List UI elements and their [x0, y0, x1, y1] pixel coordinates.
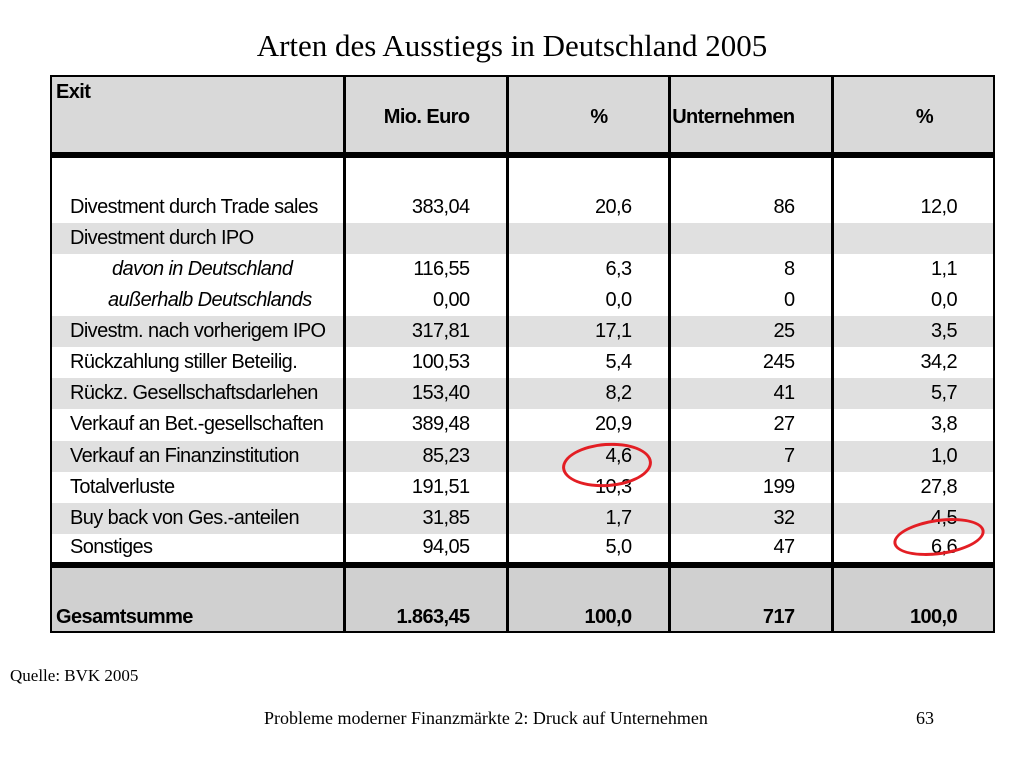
cell-percent-volume: 5,0 [507, 533, 671, 565]
cell-unternehmen: 41 [669, 378, 834, 410]
cell-percent-volume: 20,6 [507, 192, 671, 224]
cell-unternehmen: 199 [669, 471, 834, 503]
slide-title: Arten des Ausstiegs in Deutschland 2005 [256, 28, 768, 63]
table-row: Totalverluste 191,51 10,3 199 27,8 [52, 471, 993, 503]
row-label: Rückz. Gesellschaftsdarlehen [52, 378, 346, 410]
table-row: Sonstiges 94,05 5,0 47 6,6 [52, 533, 993, 565]
table-header-row: Exit Mio. Euro % Unternehmen % [52, 77, 993, 155]
exit-table: Exit Mio. Euro % Unternehmen % Divestmen… [50, 75, 995, 633]
row-label: Totalverluste [52, 471, 346, 503]
row-label: Verkauf an Bet.-gesellschaften [52, 409, 346, 441]
row-label: Divestm. nach vorherigem IPO [52, 316, 346, 348]
total-label: Gesamtsumme [52, 564, 346, 631]
cell-mio-euro: 153,40 [344, 378, 509, 410]
cell-mio-euro: 0,00 [344, 285, 509, 317]
cell-percent-companies: 4,5 [930, 506, 958, 529]
header-exit: Exit [52, 77, 346, 155]
cell-percent-volume: 17,1 [507, 316, 671, 348]
cell-mio-euro: 116,55 [344, 254, 509, 286]
cell-mio-euro: 383,04 [344, 192, 509, 224]
cell-unternehmen: 25 [669, 316, 834, 348]
footer-text: Probleme moderner Finanzmärkte 2: Druck … [264, 708, 708, 728]
row-label: Verkauf an Finanzinstitution [52, 440, 346, 472]
cell-percent-companies: 12,0 [920, 196, 957, 219]
header-mio-euro: Mio. Euro [344, 77, 509, 155]
total-mio-euro: 1.863,45 [344, 564, 509, 631]
row-label: Divestment durch Trade sales [52, 192, 346, 224]
table-row: Divestm. nach vorherigem IPO 317,81 17,1… [52, 316, 993, 348]
table-spacer-row [52, 155, 993, 193]
cell-unternehmen: 86 [669, 192, 834, 224]
cell-unternehmen: 32 [669, 502, 834, 534]
cell-percent-volume: 10,3 [507, 471, 671, 503]
cell-percent-volume: 5,4 [507, 347, 671, 379]
source-note: Quelle: BVK 2005 [10, 666, 139, 685]
cell-unternehmen: 47 [669, 533, 834, 565]
cell-unternehmen: 7 [669, 440, 834, 472]
cell-percent-volume: 0,0 [507, 285, 671, 317]
header-unternehmen: Unternehmen [669, 77, 834, 155]
total-unternehmen: 717 [669, 564, 834, 631]
cell-unternehmen: 245 [669, 347, 834, 379]
row-label: Rückzahlung stiller Beteilig. [52, 347, 346, 379]
cell-mio-euro: 317,81 [344, 316, 509, 348]
cell-percent-companies [832, 223, 993, 254]
cell-percent-volume [507, 223, 671, 255]
cell-percent-companies: 27,8 [920, 475, 957, 498]
page-number: 63 [916, 708, 934, 728]
cell-mio-euro: 100,53 [344, 347, 509, 379]
cell-unternehmen: 8 [669, 254, 834, 286]
cell-unternehmen: 0 [669, 285, 834, 317]
cell-mio-euro: 389,48 [344, 409, 509, 441]
total-percent-volume: 100,0 [507, 564, 671, 631]
header-percent-volume: % [507, 77, 671, 155]
cell-percent-companies: 3,8 [930, 413, 958, 436]
row-label: Divestment durch IPO [52, 223, 346, 255]
row-label: Sonstiges [52, 533, 346, 565]
cell-mio-euro: 191,51 [344, 471, 509, 503]
row-label: Buy back von Ges.-anteilen [52, 502, 346, 534]
cell-percent-volume: 8,2 [507, 378, 671, 410]
cell-unternehmen: 27 [669, 409, 834, 441]
header-percent-companies: % [915, 106, 934, 128]
cell-percent-volume: 1,7 [507, 502, 671, 534]
table-row: davon in Deutschland 116,55 6,3 8 1,1 [52, 254, 993, 286]
row-label: außerhalb Deutschlands [52, 285, 346, 317]
table-row: Verkauf an Finanzinstitution 85,23 4,6 7… [52, 440, 993, 472]
cell-mio-euro: 94,05 [344, 533, 509, 565]
cell-percent-companies: 1,1 [930, 258, 958, 281]
cell-percent-companies: 1,0 [930, 444, 958, 467]
cell-percent-companies: 6,6 [930, 536, 958, 559]
table-row: Divestment durch Trade sales 383,04 20,6… [52, 192, 993, 224]
cell-mio-euro [344, 223, 509, 255]
table-row: Divestment durch IPO [52, 223, 993, 255]
table-row: Buy back von Ges.-anteilen 31,85 1,7 32 … [52, 502, 993, 534]
cell-percent-companies: 34,2 [920, 351, 957, 374]
cell-unternehmen [669, 223, 834, 255]
total-percent-companies: 100,0 [909, 606, 958, 628]
cell-mio-euro: 31,85 [344, 502, 509, 534]
table-row: Verkauf an Bet.-gesellschaften 389,48 20… [52, 409, 993, 441]
cell-percent-companies: 3,5 [930, 320, 958, 343]
cell-percent-volume: 6,3 [507, 254, 671, 286]
table-row: Rückzahlung stiller Beteilig. 100,53 5,4… [52, 347, 993, 379]
table-row: außerhalb Deutschlands 0,00 0,0 0 0,0 [52, 285, 993, 317]
table-total-row: Gesamtsumme 1.863,45 100,0 717 100,0 [52, 564, 993, 631]
cell-percent-companies: 5,7 [930, 382, 958, 405]
cell-mio-euro: 85,23 [344, 440, 509, 472]
row-label: davon in Deutschland [52, 254, 346, 286]
table-row: Rückz. Gesellschaftsdarlehen 153,40 8,2 … [52, 378, 993, 410]
cell-percent-companies: 0,0 [930, 289, 958, 312]
cell-percent-volume: 20,9 [507, 409, 671, 441]
cell-percent-volume: 4,6 [507, 440, 671, 472]
